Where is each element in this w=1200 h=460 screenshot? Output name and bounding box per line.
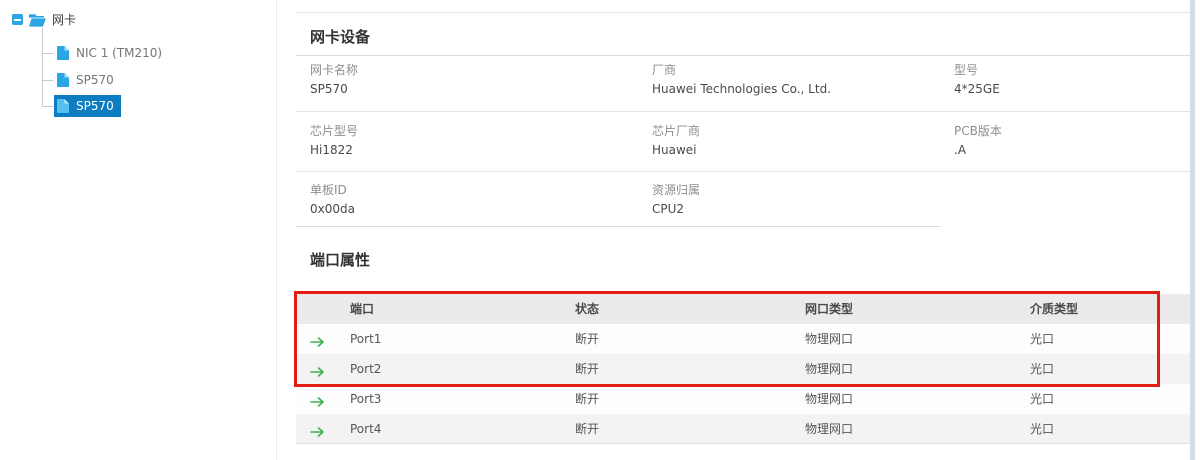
field-model: 型号 4*25GE bbox=[954, 63, 1190, 111]
field-label: PCB版本 bbox=[954, 124, 1002, 138]
field-label: 网卡名称 bbox=[310, 63, 359, 77]
port-name: Port4 bbox=[350, 422, 382, 436]
col-header-media: 介质类型 bbox=[1030, 302, 1079, 316]
nav-tree-panel: 网卡 NIC 1 (TM210) SP570 SP570 bbox=[0, 0, 277, 460]
port-section-title: 端口属性 bbox=[310, 251, 371, 269]
port-media: 光口 bbox=[1030, 362, 1055, 376]
field-value: 4*25GE bbox=[954, 82, 1000, 96]
field-label: 芯片厂商 bbox=[652, 124, 701, 138]
port-table-header: 端口 状态 网口类型 介质类型 bbox=[296, 294, 1190, 324]
tree-item-label: SP570 bbox=[76, 73, 114, 87]
field-label: 资源归属 bbox=[652, 183, 701, 197]
field-label: 芯片型号 bbox=[310, 124, 359, 138]
port-status: 断开 bbox=[575, 392, 600, 406]
field-card-name: 网卡名称 SP570 bbox=[310, 63, 652, 111]
field-board-id: 单板ID 0x00da bbox=[310, 183, 652, 227]
col-header-type: 网口类型 bbox=[805, 302, 854, 316]
table-row-port1[interactable]: Port1 断开 物理网口 光口 bbox=[296, 324, 1190, 354]
field-value: 0x00da bbox=[310, 202, 355, 216]
document-icon bbox=[57, 99, 69, 113]
field-label: 厂商 bbox=[652, 63, 677, 77]
device-field-row: 网卡名称 SP570 厂商 Huawei Technologies Co., L… bbox=[296, 63, 1190, 112]
tree-connector bbox=[42, 80, 53, 81]
document-icon bbox=[57, 73, 69, 87]
detail-panel: 网卡设备 网卡名称 SP570 厂商 Huawei Technologies C… bbox=[296, 0, 1190, 460]
port-name: Port1 bbox=[350, 332, 382, 346]
port-arrow-icon[interactable] bbox=[310, 363, 328, 377]
document-icon bbox=[57, 46, 69, 60]
port-status: 断开 bbox=[575, 422, 600, 436]
port-name: Port2 bbox=[350, 362, 382, 376]
col-header-port: 端口 bbox=[350, 302, 375, 316]
device-field-row: 芯片型号 Hi1822 芯片厂商 Huawei PCB版本 .A bbox=[296, 124, 1190, 172]
field-value: CPU2 bbox=[652, 202, 685, 216]
port-media: 光口 bbox=[1030, 422, 1055, 436]
field-value: Hi1822 bbox=[310, 143, 353, 157]
field-resource-owner: 资源归属 CPU2 bbox=[652, 183, 954, 227]
table-row-port4[interactable]: Port4 断开 物理网口 光口 bbox=[296, 414, 1190, 444]
col-header-status: 状态 bbox=[575, 302, 600, 316]
field-chip-model: 芯片型号 Hi1822 bbox=[310, 124, 652, 171]
port-media: 光口 bbox=[1030, 332, 1055, 346]
row-divider bbox=[296, 226, 941, 227]
field-value: Huawei bbox=[652, 143, 697, 157]
field-vendor: 厂商 Huawei Technologies Co., Ltd. bbox=[652, 63, 954, 111]
field-value: .A bbox=[954, 143, 967, 157]
device-section-title: 网卡设备 bbox=[310, 28, 371, 46]
port-arrow-icon[interactable] bbox=[310, 423, 328, 437]
collapse-icon[interactable] bbox=[12, 14, 23, 25]
field-label: 单板ID bbox=[310, 183, 347, 197]
device-field-row: 单板ID 0x00da 资源归属 CPU2 bbox=[296, 183, 1190, 227]
field-value: SP570 bbox=[310, 82, 348, 96]
field-chip-vendor: 芯片厂商 Huawei bbox=[652, 124, 954, 171]
field-pcb-version: PCB版本 .A bbox=[954, 124, 1190, 171]
tree-connector bbox=[42, 53, 53, 54]
tree-connector bbox=[42, 106, 53, 107]
field-label: 型号 bbox=[954, 63, 979, 77]
port-arrow-icon[interactable] bbox=[310, 333, 328, 347]
field-value: Huawei Technologies Co., Ltd. bbox=[652, 82, 832, 96]
panel-top-divider bbox=[296, 12, 1190, 13]
port-status: 断开 bbox=[575, 332, 600, 346]
port-table: 端口 状态 网口类型 介质类型 Port1 断开 物理网口 光口 Port2 断 bbox=[296, 294, 1190, 444]
tree-item-sp570-1[interactable]: SP570 bbox=[54, 69, 121, 91]
tree-root-nic[interactable]: 网卡 bbox=[12, 11, 76, 28]
scrollbar[interactable] bbox=[1190, 0, 1195, 460]
port-type: 物理网口 bbox=[805, 332, 854, 346]
port-status: 断开 bbox=[575, 362, 600, 376]
title-underline bbox=[296, 55, 1190, 56]
tree-root-label: 网卡 bbox=[52, 13, 77, 27]
port-type: 物理网口 bbox=[805, 422, 854, 436]
tree-item-nic1[interactable]: NIC 1 (TM210) bbox=[54, 42, 169, 64]
folder-icon bbox=[29, 13, 46, 27]
port-type: 物理网口 bbox=[805, 362, 854, 376]
port-media: 光口 bbox=[1030, 392, 1055, 406]
port-type: 物理网口 bbox=[805, 392, 854, 406]
port-name: Port3 bbox=[350, 392, 382, 406]
tree-item-label: SP570 bbox=[76, 99, 114, 113]
tree-connector bbox=[42, 28, 43, 107]
table-row-port3[interactable]: Port3 断开 物理网口 光口 bbox=[296, 384, 1190, 414]
tree-item-sp570-2-selected[interactable]: SP570 bbox=[54, 95, 121, 117]
table-row-port2[interactable]: Port2 断开 物理网口 光口 bbox=[296, 354, 1190, 384]
port-arrow-icon[interactable] bbox=[310, 393, 328, 407]
tree-item-label: NIC 1 (TM210) bbox=[76, 46, 163, 60]
